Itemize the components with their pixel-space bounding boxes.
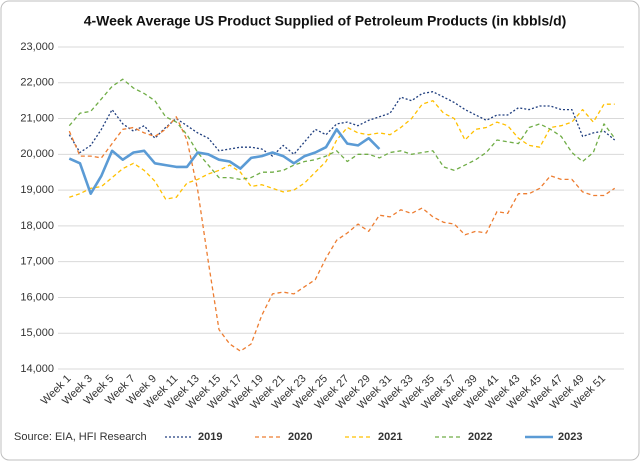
y-tick-label: 22,000	[20, 77, 54, 89]
series-line	[68, 78, 616, 181]
source-note: Source: EIA, HFI Research	[14, 431, 147, 443]
y-tick-label: 15,000	[20, 327, 54, 339]
y-tick-label: 16,000	[20, 291, 54, 303]
legend-label: 2019	[198, 431, 222, 443]
y-tick-label: 20,000	[20, 148, 54, 160]
y-tick-label: 18,000	[20, 220, 54, 232]
series-line	[68, 116, 616, 352]
y-tick-label: 23,000	[20, 41, 54, 53]
y-tick-label: 14,000	[20, 363, 54, 375]
y-tick-label: 21,000	[20, 112, 54, 124]
legend-label: 2021	[378, 431, 402, 443]
legend-label: 2023	[558, 431, 582, 443]
legend-label: 2022	[468, 431, 492, 443]
y-tick-label: 19,000	[20, 184, 54, 196]
series-line	[69, 100, 615, 200]
legend-label: 2020	[288, 431, 312, 443]
chart-title: 4-Week Average US Product Supplied of Pe…	[84, 13, 567, 29]
y-tick-label: 17,000	[20, 256, 54, 268]
series-line	[68, 91, 616, 157]
series-line	[68, 128, 381, 195]
